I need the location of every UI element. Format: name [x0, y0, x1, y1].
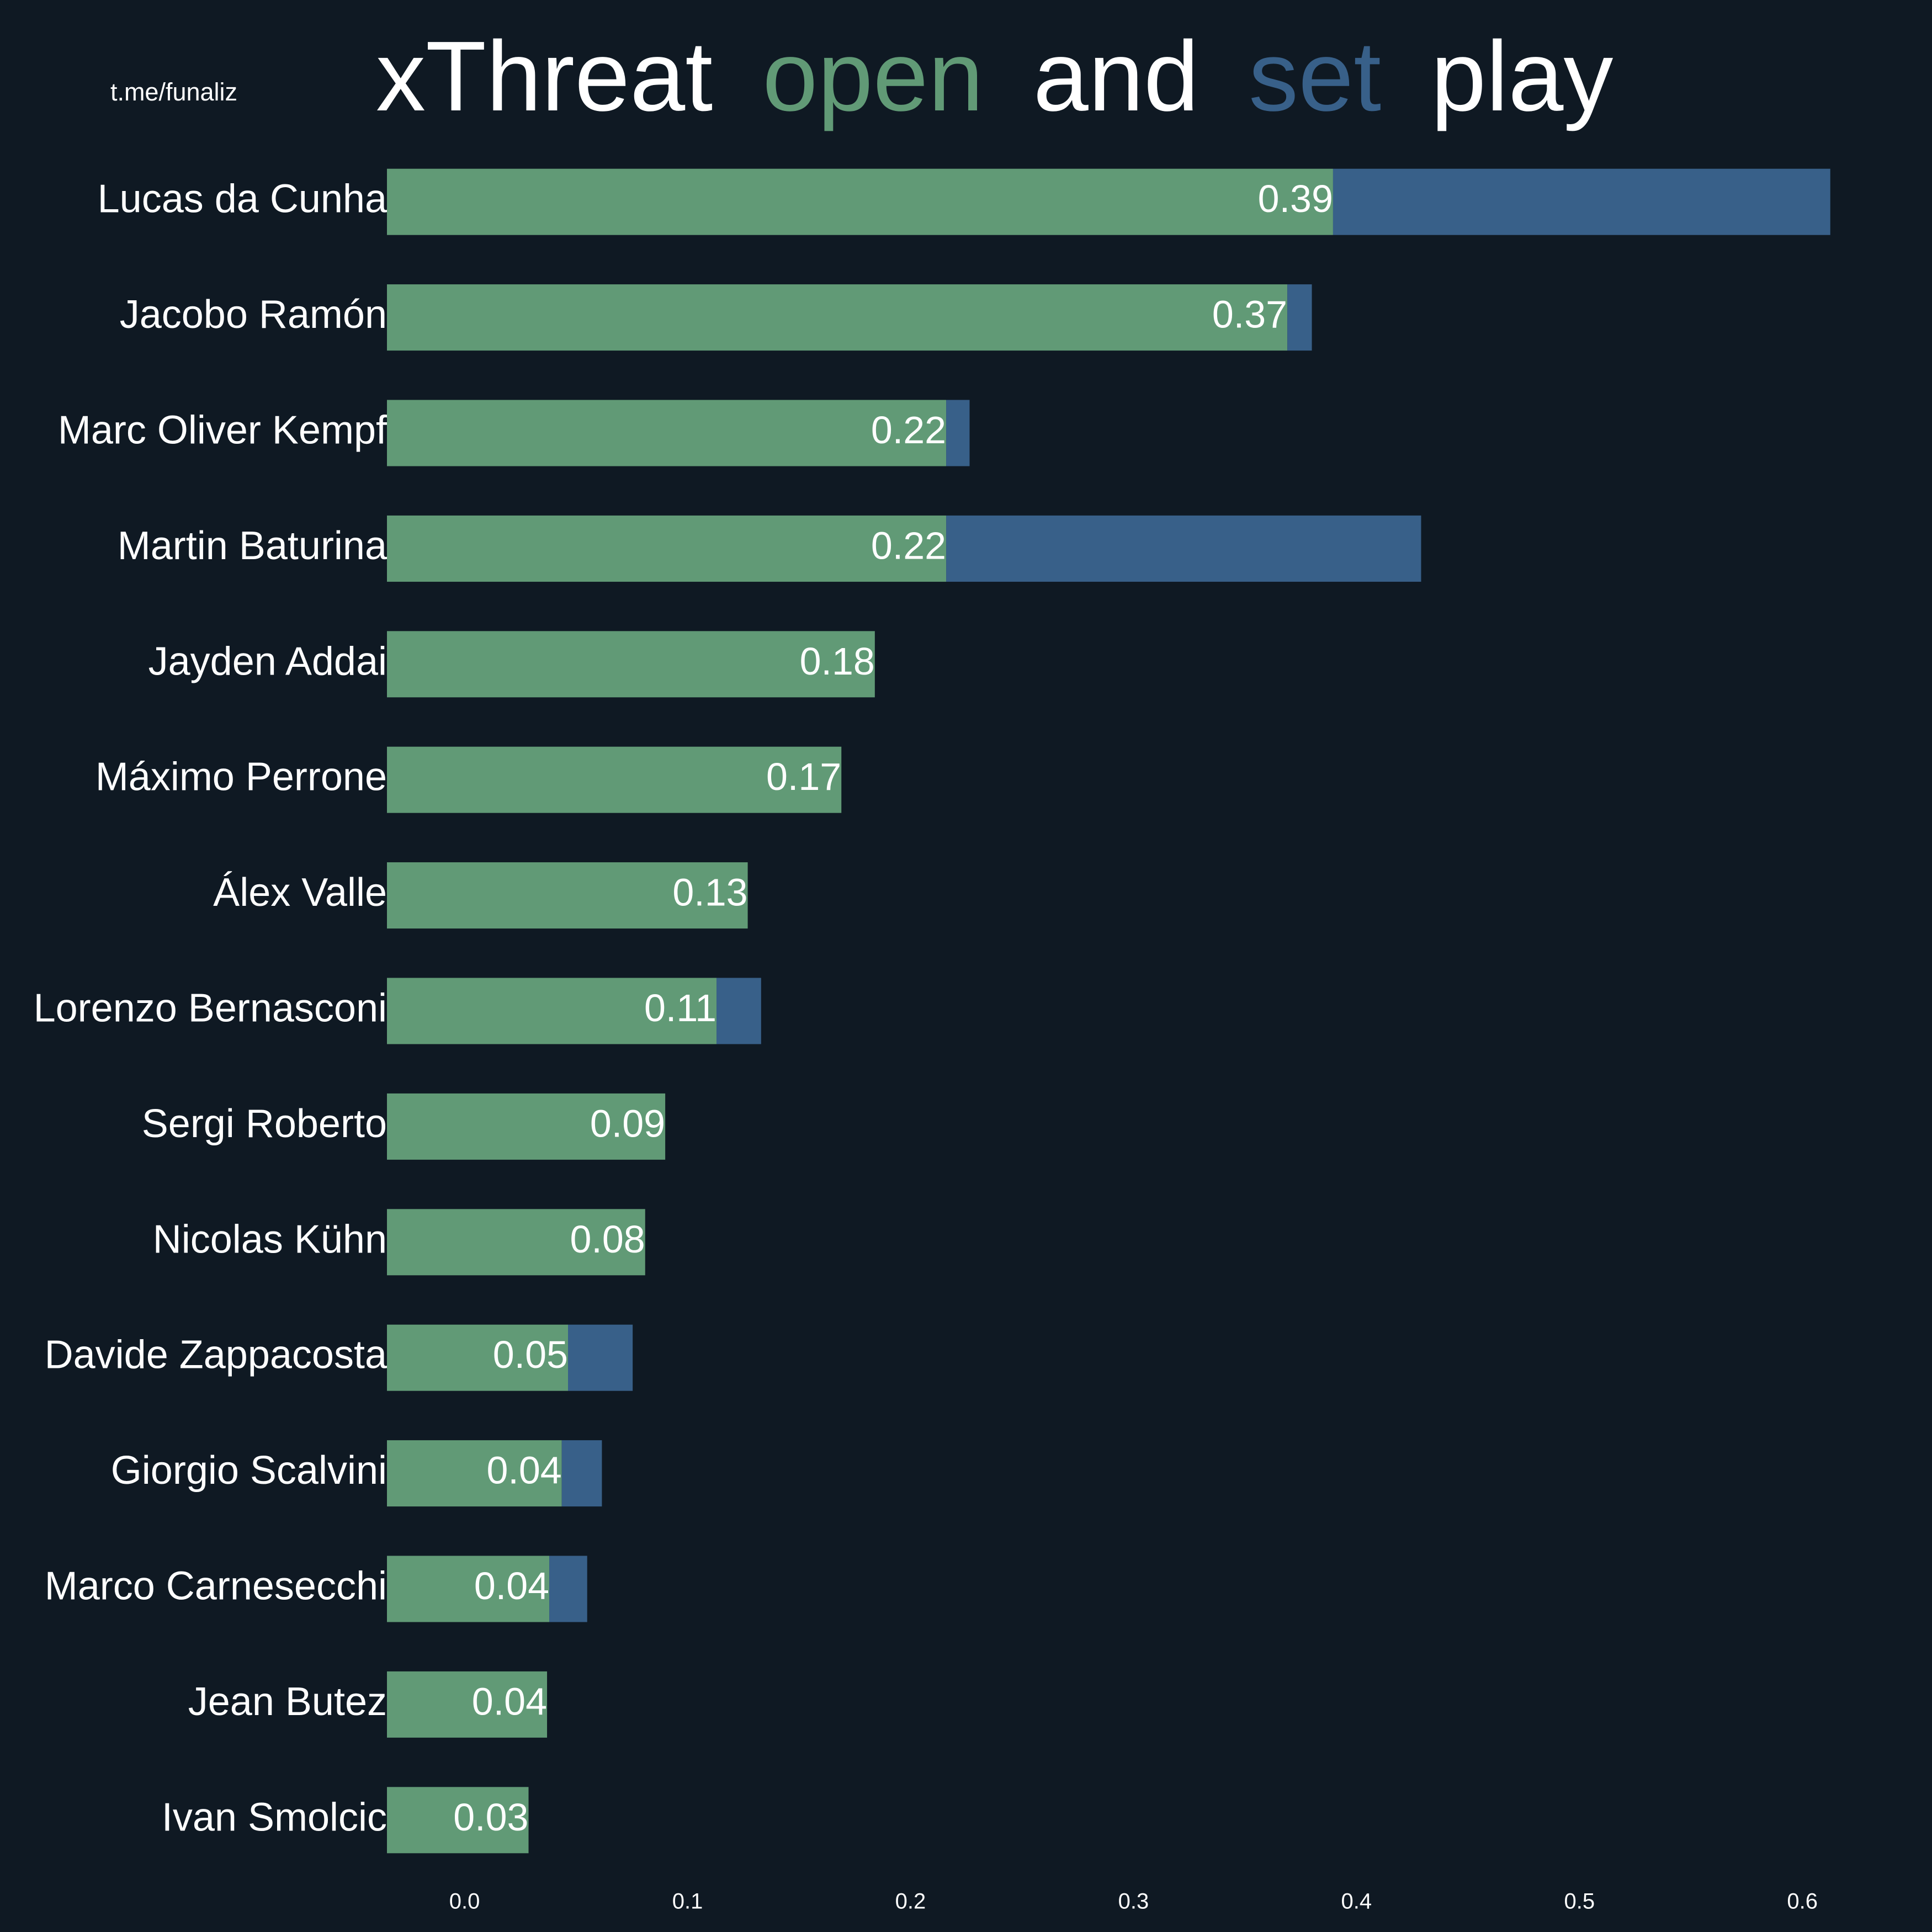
value-label: 0.22 — [871, 524, 946, 567]
y-tick-label: Jean Butez — [188, 1680, 387, 1724]
value-label: 0.39 — [1258, 177, 1333, 220]
bar-segment — [387, 978, 717, 1044]
bar-segment — [946, 515, 1421, 582]
x-tick-label: 0.6 — [1787, 1889, 1818, 1914]
y-tick-label: Jacobo Ramón — [120, 293, 387, 337]
y-tick-label: Davide Zappacosta — [45, 1333, 388, 1377]
bar-segment — [387, 400, 947, 466]
x-tick-label: 0.0 — [449, 1889, 480, 1914]
y-tick-label: Martin Baturina — [118, 524, 388, 568]
value-label: 0.04 — [472, 1680, 547, 1723]
bar-segment — [946, 400, 970, 466]
title-part: xThreat — [376, 21, 713, 132]
x-tick-label: 0.3 — [1118, 1889, 1149, 1914]
value-label: 0.03 — [453, 1796, 528, 1839]
bar-segment — [387, 631, 875, 698]
title-series: open — [762, 21, 983, 132]
title-part: and — [1033, 21, 1199, 132]
bar-segment — [387, 1671, 548, 1738]
bar-segment — [568, 1324, 633, 1391]
y-tick-label: Nicolas Kühn — [153, 1217, 387, 1261]
y-tick-label: Lorenzo Bernasconi — [34, 986, 387, 1031]
bar-segment — [387, 515, 947, 582]
value-label: 0.22 — [871, 408, 946, 452]
y-tick-label: Ivan Smolcic — [162, 1795, 387, 1839]
bar-segment — [387, 284, 1288, 351]
value-label: 0.04 — [486, 1449, 561, 1492]
bar-segment — [561, 1440, 602, 1507]
y-tick-label: Lucas da Cunha — [98, 177, 388, 221]
bar-segment — [387, 862, 748, 929]
watermark: t.me/funaliz — [110, 78, 237, 106]
bar-segment — [1287, 284, 1312, 351]
bar-segment — [387, 1324, 569, 1391]
x-tick-label: 0.2 — [895, 1889, 926, 1914]
bar-segment — [549, 1556, 587, 1622]
title-series: set — [1249, 21, 1381, 132]
bar-segment — [1333, 168, 1830, 235]
value-label: 0.05 — [493, 1333, 568, 1376]
x-tick-label: 0.1 — [672, 1889, 703, 1914]
bar-segment — [387, 1787, 529, 1854]
value-label: 0.11 — [644, 986, 716, 1029]
bar-segment — [387, 746, 842, 813]
bar-segment — [716, 978, 761, 1044]
y-tick-label: Marco Carnesecchi — [45, 1564, 387, 1609]
bar-segment — [387, 1556, 550, 1622]
y-tick-label: Sergi Roberto — [142, 1102, 387, 1146]
value-label: 0.08 — [570, 1218, 645, 1261]
bar-segment — [387, 1440, 562, 1507]
y-tick-label: Álex Valle — [213, 871, 387, 915]
title-part: play — [1431, 21, 1613, 132]
value-label: 0.17 — [766, 755, 841, 798]
y-tick-label: Máximo Perrone — [95, 755, 387, 799]
value-label: 0.18 — [800, 640, 875, 683]
bar-segment — [387, 1209, 645, 1276]
value-label: 0.37 — [1212, 293, 1287, 336]
bar-segment — [387, 168, 1333, 235]
y-tick-label: Jayden Addai — [148, 639, 387, 683]
x-tick-label: 0.5 — [1564, 1889, 1595, 1914]
y-tick-label: Giorgio Scalvini — [111, 1448, 387, 1493]
x-tick-label: 0.4 — [1341, 1889, 1372, 1914]
y-tick-label: Marc Oliver Kempf — [58, 408, 388, 453]
chart-title: xThreat open and set play — [376, 21, 1613, 132]
value-label: 0.13 — [672, 871, 747, 914]
value-label: 0.04 — [474, 1564, 549, 1607]
value-label: 0.09 — [590, 1102, 665, 1145]
bar-segment — [387, 1093, 666, 1160]
